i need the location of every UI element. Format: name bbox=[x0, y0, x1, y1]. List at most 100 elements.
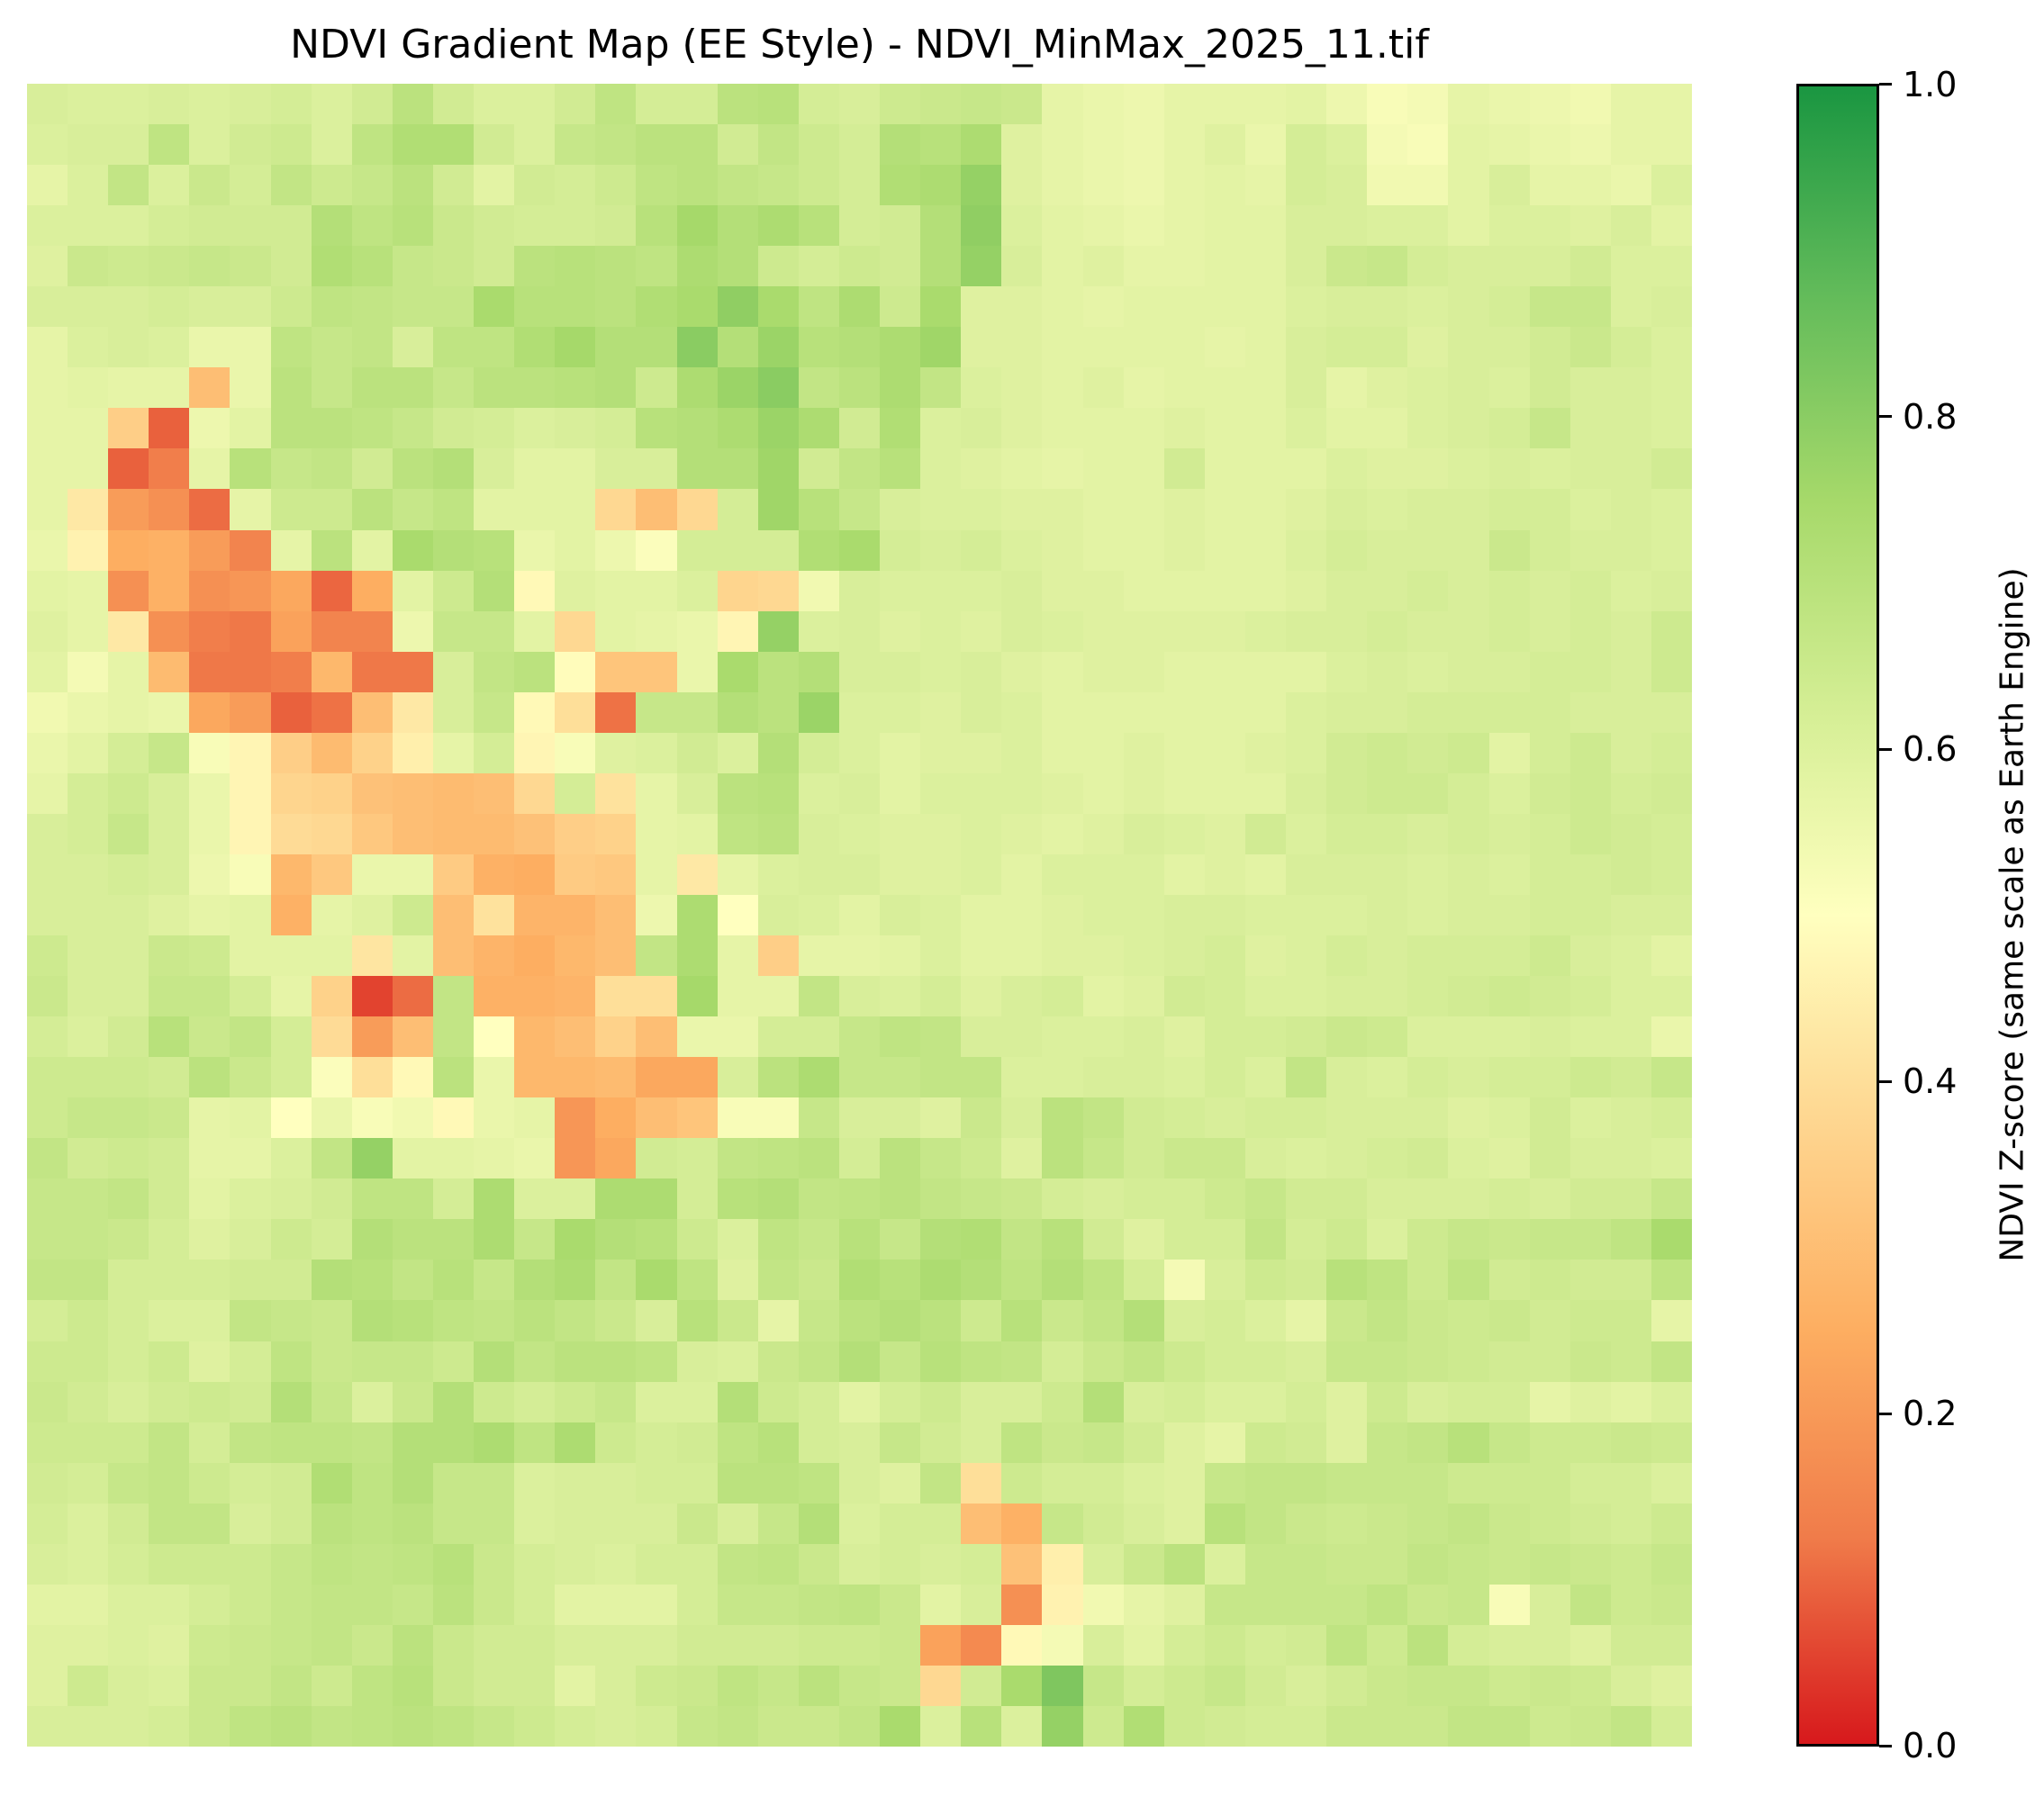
heatmap-cell bbox=[351, 1260, 393, 1301]
heatmap-cell bbox=[1407, 84, 1449, 125]
heatmap-cell bbox=[189, 691, 231, 733]
heatmap-cell bbox=[798, 853, 839, 895]
heatmap-cell bbox=[270, 448, 312, 490]
heatmap-cell bbox=[432, 489, 475, 530]
heatmap-cell bbox=[961, 165, 1002, 206]
heatmap-cell bbox=[230, 246, 271, 287]
heatmap-cell bbox=[392, 570, 433, 611]
heatmap-cell bbox=[27, 651, 68, 692]
heatmap-cell bbox=[1286, 813, 1327, 854]
heatmap-cell bbox=[1569, 1219, 1611, 1260]
heatmap-cell bbox=[27, 246, 68, 287]
heatmap-cell bbox=[1204, 1300, 1245, 1341]
heatmap-cell bbox=[1001, 1219, 1043, 1260]
heatmap-cell bbox=[1448, 246, 1489, 287]
heatmap-cell bbox=[757, 772, 799, 814]
heatmap-cell bbox=[595, 1178, 637, 1220]
heatmap-cell bbox=[1123, 732, 1164, 773]
heatmap-cell bbox=[717, 246, 758, 287]
heatmap-cell bbox=[717, 408, 758, 449]
heatmap-cell bbox=[351, 610, 393, 652]
heatmap-cell bbox=[68, 246, 109, 287]
heatmap-cell bbox=[230, 1300, 271, 1341]
heatmap-cell bbox=[636, 1300, 677, 1341]
heatmap-cell bbox=[1286, 1097, 1327, 1139]
heatmap-cell bbox=[1448, 1543, 1489, 1585]
heatmap-cell bbox=[1163, 1381, 1205, 1422]
heatmap-cell bbox=[555, 1057, 596, 1098]
heatmap-cell bbox=[1569, 327, 1611, 368]
heatmap-cell bbox=[1244, 367, 1287, 409]
heatmap-cell bbox=[717, 1665, 758, 1706]
heatmap-cell bbox=[717, 84, 758, 125]
heatmap-cell bbox=[1163, 1422, 1205, 1463]
heatmap-cell bbox=[798, 1097, 839, 1139]
heatmap-cell bbox=[392, 1381, 433, 1422]
heatmap-cell bbox=[1407, 976, 1449, 1017]
heatmap-cell bbox=[149, 529, 190, 571]
heatmap-cell bbox=[1042, 448, 1083, 490]
heatmap-cell bbox=[1163, 1219, 1205, 1260]
heatmap-cell bbox=[1163, 84, 1205, 125]
heatmap-cell bbox=[189, 1341, 231, 1382]
heatmap-cell bbox=[474, 1543, 515, 1585]
heatmap-cell bbox=[432, 1178, 475, 1220]
heatmap-cell bbox=[1123, 205, 1164, 247]
heatmap-cell bbox=[555, 448, 596, 490]
heatmap-cell bbox=[270, 1260, 312, 1301]
heatmap-cell bbox=[149, 935, 190, 977]
heatmap-cell bbox=[1407, 1016, 1449, 1058]
heatmap-cell bbox=[961, 1422, 1002, 1463]
heatmap-cell bbox=[1163, 1260, 1205, 1301]
heatmap-cell bbox=[270, 732, 312, 773]
heatmap-cell bbox=[1244, 1097, 1287, 1139]
heatmap-cell bbox=[1610, 1665, 1651, 1706]
heatmap-cell bbox=[1488, 84, 1530, 125]
heatmap-cell bbox=[1001, 529, 1043, 571]
heatmap-cell bbox=[1529, 1057, 1570, 1098]
heatmap-cell bbox=[1163, 894, 1205, 936]
heatmap-cell bbox=[1651, 246, 1692, 287]
heatmap-cell bbox=[149, 1300, 190, 1341]
heatmap-cell bbox=[1367, 610, 1408, 652]
heatmap-cell bbox=[1244, 448, 1287, 490]
heatmap-cell bbox=[230, 1138, 271, 1179]
heatmap-cell bbox=[636, 1016, 677, 1058]
heatmap-cell bbox=[595, 408, 637, 449]
heatmap-cell bbox=[1488, 327, 1530, 368]
heatmap-cell bbox=[1326, 1584, 1368, 1625]
heatmap-cell bbox=[1286, 1462, 1327, 1504]
heatmap-cell bbox=[1123, 165, 1164, 206]
heatmap-cell bbox=[1001, 651, 1043, 692]
heatmap-cell bbox=[1610, 772, 1651, 814]
heatmap-cell bbox=[1651, 1219, 1692, 1260]
heatmap-cell bbox=[1569, 84, 1611, 125]
heatmap-cell bbox=[1286, 286, 1327, 328]
heatmap-cell bbox=[68, 732, 109, 773]
heatmap-cell bbox=[636, 1057, 677, 1098]
heatmap-cell bbox=[474, 853, 515, 895]
heatmap-cell bbox=[1488, 570, 1530, 611]
heatmap-cell bbox=[474, 894, 515, 936]
heatmap-cell bbox=[392, 772, 433, 814]
heatmap-cell bbox=[432, 1624, 475, 1666]
heatmap-cell bbox=[432, 1422, 475, 1463]
heatmap-cell bbox=[1448, 367, 1489, 409]
heatmap-cell bbox=[880, 1665, 921, 1706]
heatmap-cell bbox=[230, 327, 271, 368]
heatmap-cell bbox=[474, 327, 515, 368]
colorbar-tick-label: 0.2 bbox=[1903, 1394, 1958, 1433]
heatmap-cell bbox=[230, 84, 271, 125]
heatmap-cell bbox=[68, 1341, 109, 1382]
heatmap-cell bbox=[432, 246, 475, 287]
heatmap-cell bbox=[189, 124, 231, 166]
heatmap-cell bbox=[1123, 1016, 1164, 1058]
heatmap-cell bbox=[798, 691, 839, 733]
heatmap-cell bbox=[68, 691, 109, 733]
heatmap-cell bbox=[1123, 1097, 1164, 1139]
heatmap-cell bbox=[351, 1584, 393, 1625]
heatmap-cell bbox=[676, 935, 718, 977]
heatmap-cell bbox=[1569, 570, 1611, 611]
heatmap-cell bbox=[1407, 570, 1449, 611]
heatmap-cell bbox=[311, 1097, 352, 1139]
